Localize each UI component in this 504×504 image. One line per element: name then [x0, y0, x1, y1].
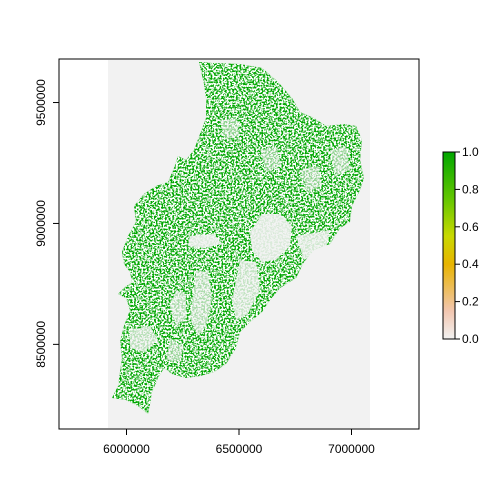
legend-tick-label: 1.0: [462, 145, 479, 159]
x-tick-label: 6500000: [216, 442, 263, 456]
y-tick-label: 8500000: [34, 321, 48, 368]
x-axis: 6000000 6500000 7000000: [103, 429, 375, 456]
x-tick-label: 6000000: [103, 442, 150, 456]
raster-nodata-speckle: [112, 62, 364, 414]
legend-tick-label: 0.4: [462, 257, 479, 271]
legend-tick-label: 0.0: [462, 332, 479, 346]
y-tick-label: 9500000: [34, 79, 48, 126]
y-axis: 8500000 9000000 9500000: [34, 79, 59, 368]
legend: 0.0 0.2 0.4 0.6 0.8 1.0: [442, 145, 479, 346]
legend-colorbar: [442, 151, 456, 340]
legend-ticks: 0.0 0.2 0.4 0.6 0.8 1.0: [455, 145, 479, 346]
legend-tick-label: 0.2: [462, 295, 479, 309]
legend-tick-label: 0.6: [462, 220, 479, 234]
x-tick-label: 7000000: [328, 442, 375, 456]
y-tick-label: 9000000: [34, 200, 48, 247]
raster-gaps: [130, 118, 350, 362]
legend-tick-label: 0.8: [462, 182, 479, 196]
